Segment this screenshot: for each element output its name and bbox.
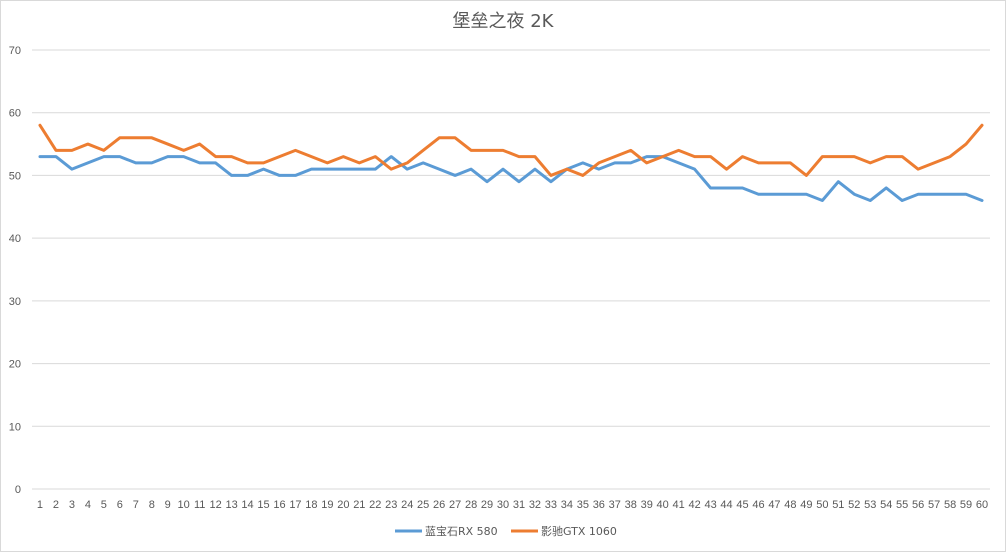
x-tick-label: 45 (736, 499, 748, 511)
x-tick-label: 38 (625, 499, 637, 511)
x-tick-label: 5 (101, 499, 107, 511)
y-tick-label: 40 (9, 233, 21, 245)
legend: 蓝宝石RX 580 影驰GTX 1060 (395, 524, 617, 538)
x-tick-label: 7 (133, 499, 139, 511)
x-tick-label: 32 (529, 499, 541, 511)
x-tick-label: 58 (944, 499, 956, 511)
x-tick-label: 56 (912, 499, 924, 511)
y-tick-label: 50 (9, 170, 21, 182)
x-tick-label: 19 (321, 499, 333, 511)
x-tick-label: 22 (369, 499, 381, 511)
gridlines (32, 49, 990, 490)
x-tick-label: 26 (433, 499, 445, 511)
x-tick-label: 46 (752, 499, 764, 511)
x-tick-label: 31 (513, 499, 525, 511)
x-tick-label: 47 (768, 499, 780, 511)
y-tick-label: 10 (9, 421, 21, 433)
y-tick-label: 0 (15, 484, 21, 496)
x-tick-label: 55 (896, 499, 908, 511)
x-tick-label: 13 (225, 499, 237, 511)
x-tick-label: 27 (449, 499, 461, 511)
x-tick-label: 30 (497, 499, 509, 511)
x-tick-label: 34 (561, 499, 573, 511)
x-tick-label: 6 (117, 499, 123, 511)
x-tick-label: 43 (704, 499, 716, 511)
x-tick-label: 60 (976, 499, 988, 511)
x-tick-label: 3 (69, 499, 75, 511)
x-tick-label: 29 (481, 499, 493, 511)
series-line-0 (38, 155, 984, 203)
legend-label-0: 蓝宝石RX 580 (425, 524, 498, 538)
series-lines (38, 123, 984, 203)
x-tick-label: 49 (800, 499, 812, 511)
x-tick-label: 35 (577, 499, 589, 511)
y-axis-tick-labels: 0 10 20 30 40 50 60 70 (9, 45, 21, 496)
x-tick-label: 36 (593, 499, 605, 511)
x-tick-label: 15 (257, 499, 269, 511)
x-tick-label: 25 (417, 499, 429, 511)
x-tick-label: 9 (165, 499, 171, 511)
x-tick-label: 37 (609, 499, 621, 511)
x-tick-label: 52 (848, 499, 860, 511)
x-tick-label: 41 (673, 499, 685, 511)
x-tick-label: 17 (289, 499, 301, 511)
x-tick-label: 57 (928, 499, 940, 511)
x-tick-label: 1 (37, 499, 43, 511)
x-tick-label: 54 (880, 499, 892, 511)
y-tick-label: 30 (9, 296, 21, 308)
x-tick-label: 28 (465, 499, 477, 511)
x-tick-label: 33 (545, 499, 557, 511)
x-tick-label: 8 (149, 499, 155, 511)
x-tick-label: 24 (401, 499, 413, 511)
x-tick-label: 18 (305, 499, 317, 511)
x-tick-label: 10 (178, 499, 190, 511)
x-axis-tick-labels: 1 2 3 4 5 6 7 8 9 10 11 12 13 14 15 16 17 18 19 20 21 22 23 24 2… (37, 499, 988, 511)
x-tick-label: 40 (657, 499, 669, 511)
x-tick-label: 14 (241, 499, 253, 511)
y-tick-label: 60 (9, 108, 21, 120)
x-tick-label: 4 (85, 499, 91, 511)
x-tick-label: 44 (720, 499, 732, 511)
x-tick-label: 50 (816, 499, 828, 511)
y-tick-label: 70 (9, 45, 21, 57)
x-tick-label: 42 (688, 499, 700, 511)
x-tick-label: 20 (337, 499, 349, 511)
x-tick-label: 39 (641, 499, 653, 511)
x-tick-label: 2 (53, 499, 59, 511)
chart-title: 堡垒之夜 2K (453, 11, 555, 32)
x-tick-label: 23 (385, 499, 397, 511)
x-tick-label: 11 (194, 499, 205, 511)
legend-label-1: 影驰GTX 1060 (541, 524, 617, 538)
x-tick-label: 12 (209, 499, 221, 511)
y-tick-label: 20 (9, 359, 21, 371)
series-line-1 (38, 123, 984, 177)
x-tick-label: 53 (864, 499, 876, 511)
x-tick-label: 16 (273, 499, 285, 511)
x-tick-label: 51 (832, 499, 844, 511)
x-tick-label: 59 (960, 499, 972, 511)
x-tick-label: 21 (353, 499, 365, 511)
x-tick-label: 48 (784, 499, 796, 511)
